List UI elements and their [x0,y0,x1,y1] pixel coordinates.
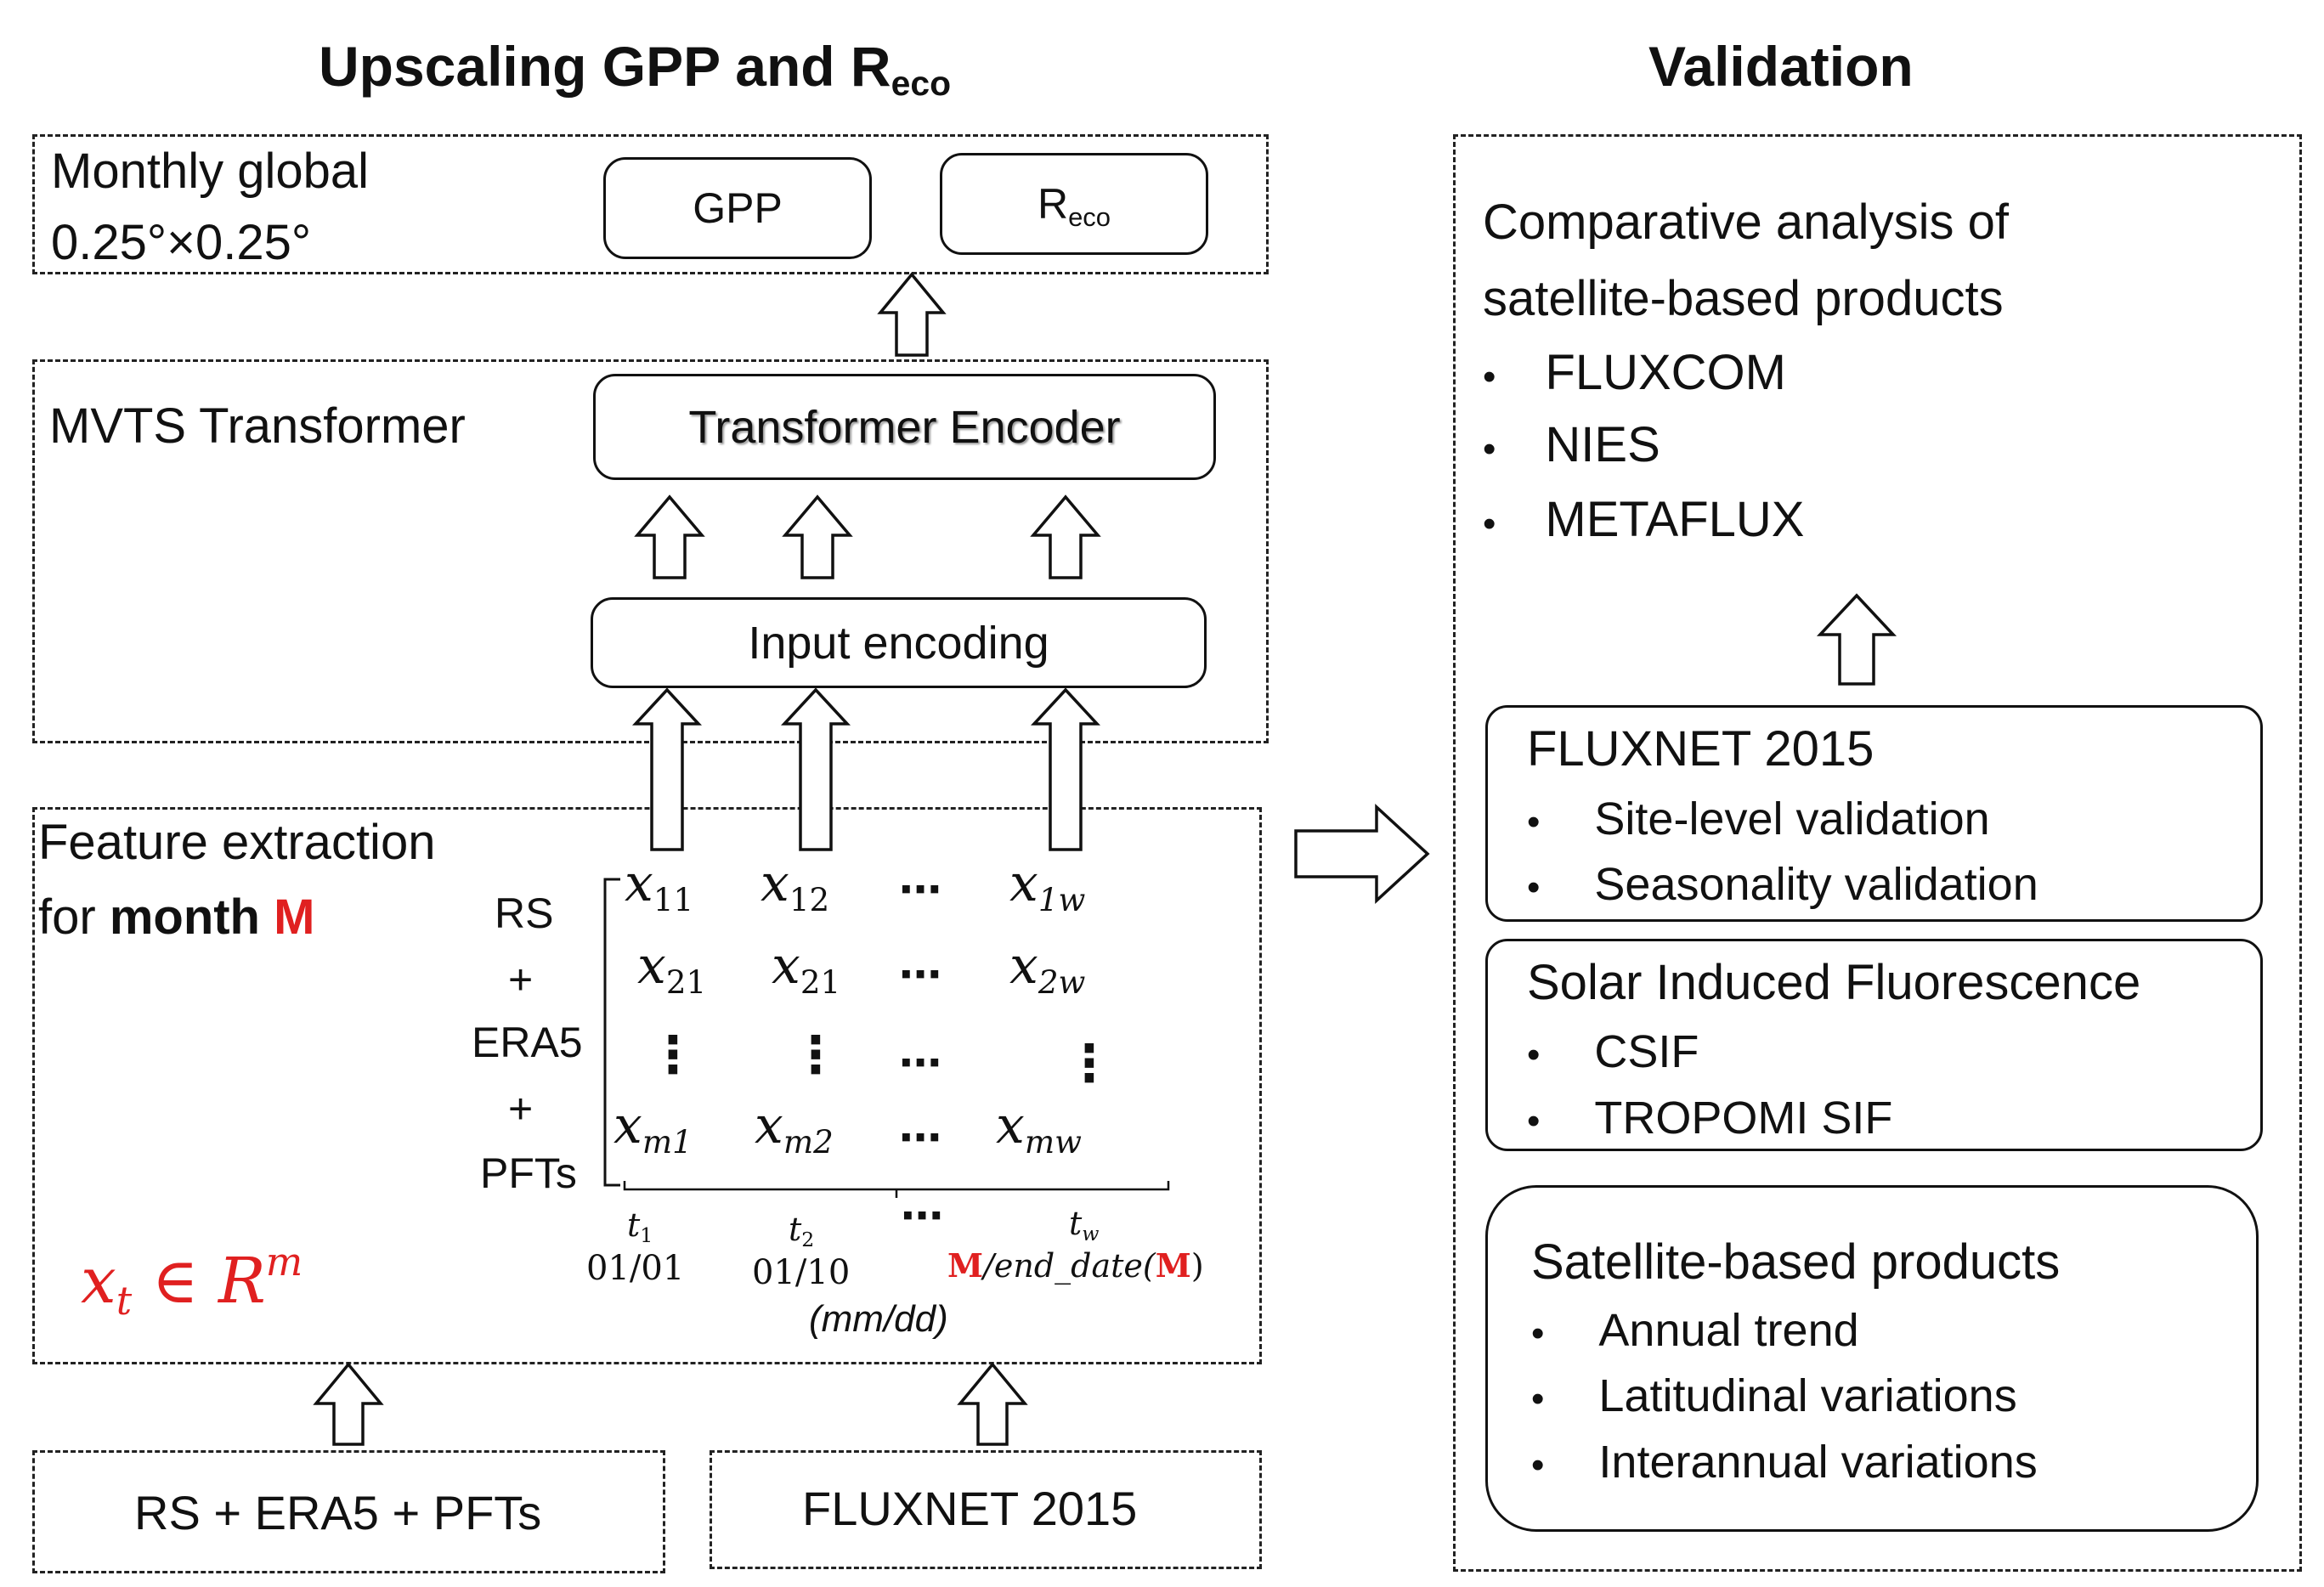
output-box [32,134,1269,274]
sif-item-tropomi: • TROPOMI SIF [1527,1093,1893,1144]
left-arrows-layer [313,272,1430,1446]
gpp-label: GPP [693,184,783,232]
matrix-xm1: xm1 [614,1096,693,1161]
bullet: • [1483,428,1496,470]
row-label-plus1: + [508,956,534,1003]
feature-formula: xt ∈ Rm [81,1238,303,1324]
matrix-vdots-col1: ⋮ [647,1025,698,1085]
matrix-vdots-col2: ⋮ [790,1025,841,1085]
comparative-item-metaflux: • METAFLUX [1483,492,1805,547]
fluxnet-item-seasonality: • Seasonality validation [1527,859,2038,910]
comparative-line1: Comparative analysis of [1483,195,2009,250]
bullet: • [1527,1034,1541,1076]
matrix-vdots-col3: ⋮ [1064,1034,1115,1093]
satellite-item-latitudinal: • Latitudinal variations [1531,1370,2017,1421]
sif-validation-box [1485,939,2263,1151]
mmdd-label: (mm/dd) [809,1298,948,1340]
comparative-item-nies: • NIES [1483,417,1660,472]
bullet: • [1531,1378,1545,1420]
satellite-title: Satellite-based products [1531,1234,2061,1290]
mvts-label: MVTS Transformer [49,398,466,454]
input-encoding-box: Input encoding [591,597,1207,688]
validation-up-arrow [1816,593,1897,686]
reco-label: Reco [1037,180,1111,232]
time-brace [623,1181,1170,1198]
bullet: • [1527,867,1541,908]
matrix-x11: x11 [625,854,694,918]
arrow-up-from-rs [313,1362,384,1446]
matrix-xmw: xmw [996,1096,1082,1161]
fluxnet-validation-box [1485,705,2263,922]
row-label-rs: RS [495,890,554,937]
matrix-x12: x12 [761,854,830,918]
time-label-t2: t2 [789,1211,815,1252]
matrix-xm2: xm2 [755,1096,834,1161]
arrow-up-encoder-1 [634,494,705,579]
comparative-line2: satellite-based products [1483,271,2004,326]
bullet: • [1483,503,1496,545]
arrow-up-encoder-3 [1030,494,1101,579]
right-title: Validation [1648,35,1914,98]
matrix-hdots-row3: ⋯ [899,1038,941,1087]
output-label-line2: 0.25°×0.25° [51,215,312,270]
arrow-up-input-1 [631,687,703,851]
row-label-plus2: + [508,1085,534,1132]
fluxnet-item-site: • Site-level validation [1527,794,1990,844]
arrow-up-to-outputs [877,272,947,357]
arrow-up-from-fluxnet [957,1362,1028,1446]
time-date-1: 01/01 [586,1249,685,1288]
input-rs-era5-pfts-box [32,1450,665,1573]
arrow-up-encoder-2 [782,494,853,579]
fluxnet-title: FLUXNET 2015 [1527,721,1874,777]
output-label-line1: Monthly global [51,144,369,199]
feature-label-line1: Feature extraction [38,815,436,870]
row-label-era5: ERA5 [472,1019,583,1066]
bullet: • [1527,801,1541,843]
time-date-w: M/end_date(M) [947,1246,1204,1285]
left-title: Upscaling GPP and Reco [319,34,951,103]
satellite-item-annual: • Annual trend [1531,1305,1859,1356]
left-title-sub: eco [891,64,952,104]
matrix-hdots-row2: ⋯ [899,950,941,999]
feature-extraction-box [32,807,1262,1364]
matrix-hdots-row4: ⋯ [899,1113,941,1162]
time-hdots: ⋯ [901,1191,943,1240]
satellite-item-interannual: • Interannual variations [1531,1437,2038,1488]
bullet: • [1531,1313,1545,1354]
bullet: • [1531,1444,1545,1486]
matrix-hdots-row1: ⋯ [899,865,941,914]
row-label-pfts: PFTs [480,1149,577,1197]
input-encoding-label: Input encoding [748,617,1049,669]
time-label-tw: tw [1069,1205,1100,1246]
sif-title: Solar Induced Fluorescence [1527,955,2141,1010]
sif-item-csif: • CSIF [1527,1026,1699,1077]
bullet: • [1527,1100,1541,1142]
transformer-encoder-box: Transformer Encoder [593,374,1216,480]
input-fluxnet-label: FLUXNET 2015 [802,1482,1138,1535]
input-fluxnet-box [710,1450,1262,1569]
bullet: • [1483,356,1496,398]
matrix-x1w: x1w [1009,854,1086,918]
satellite-products-box [1485,1185,2259,1532]
validation-panel [1453,134,2302,1572]
feature-label-line2: for month M [38,890,315,945]
time-date-2: 01/10 [752,1253,851,1292]
input-rs-era5-pfts-label: RS + ERA5 + PFTs [134,1486,542,1539]
gpp-box: GPP [603,157,872,259]
matrix-bracket [603,878,620,1187]
reco-box: Reco [940,153,1208,255]
matrix-x21b: x21 [772,936,841,1001]
matrix-x2w: x2w [1009,936,1086,1001]
arrow-right-to-validation [1294,804,1430,904]
matrix-x21a: x21 [637,936,707,1001]
transformer-encoder-label: Transformer Encoder [688,401,1121,453]
arrow-up-input-3 [1030,687,1101,851]
time-label-t1: t1 [627,1206,653,1248]
left-title-main: Upscaling GPP and R [319,35,891,98]
comparative-item-fluxcom: • FLUXCOM [1483,345,1786,400]
arrow-up-input-2 [780,687,851,851]
